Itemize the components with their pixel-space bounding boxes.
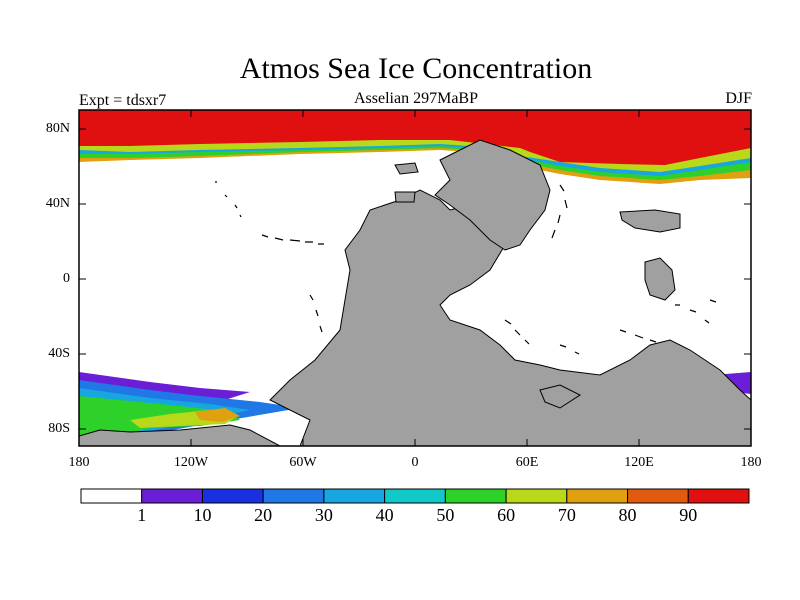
lon-tick-180e: 180 — [740, 455, 762, 470]
pangaea — [269, 189, 751, 446]
colorbar-swatch — [627, 488, 689, 504]
season-label: DJF — [725, 90, 752, 107]
lat-tick-0: 0 — [63, 271, 70, 286]
colorbar-swatch — [80, 488, 143, 504]
south-land — [79, 424, 281, 446]
lon-tick-180w: 180 — [68, 455, 90, 470]
colorbar-swatch — [201, 488, 264, 504]
colorbar-swatch — [141, 488, 203, 504]
colorbar-swatch — [323, 488, 386, 504]
small-island-1 — [394, 162, 419, 175]
lon-tick-120w: 120W — [173, 455, 209, 470]
north-landmass — [434, 139, 551, 251]
lat-tick-80s: 80S — [48, 421, 70, 436]
colorbar-label: 60 — [497, 505, 516, 525]
coast-dots-2 — [261, 234, 324, 245]
lat-tick-40n: 40N — [45, 196, 70, 211]
north-ice-red — [79, 110, 751, 165]
colorbar-swatch — [384, 488, 446, 504]
colorbar-label: 80 — [618, 505, 637, 525]
land — [79, 139, 751, 446]
colorbar-label: 90 — [679, 505, 698, 525]
south-ice-orange — [195, 408, 240, 422]
colorbar-label: 70 — [557, 505, 576, 525]
lat-tick-40s: 40S — [48, 346, 70, 361]
map-field — [79, 110, 751, 446]
coast-dots-7 — [619, 329, 657, 343]
colorbar-label: 50 — [436, 505, 455, 525]
colorbar-swatch — [262, 488, 325, 504]
stage-label: Asselian 297MaBP — [354, 90, 478, 107]
colorbar-label: 40 — [375, 505, 394, 525]
lon-tick-60w: 60W — [289, 455, 317, 470]
colorbar-label: 10 — [193, 505, 212, 525]
colorbar-label: 30 — [314, 505, 333, 525]
coast-dots-5 — [504, 319, 580, 355]
coastlines — [215, 181, 717, 355]
coast-dots-4 — [551, 184, 568, 239]
east-island — [644, 257, 676, 301]
colorbar-swatch — [566, 488, 629, 504]
small-island-2 — [394, 191, 416, 203]
colorbar-label: 1 — [137, 505, 147, 525]
colorbar-swatch — [505, 488, 568, 504]
lon-tick-60e: 60E — [515, 455, 539, 470]
lon-tick-0: 0 — [411, 455, 419, 470]
experiment-label: Expt = tdsxr7 — [79, 92, 167, 109]
east-archipelago — [619, 209, 681, 233]
map-title: Atmos Sea Ice Concentration — [239, 52, 593, 85]
south-peninsula — [539, 384, 582, 409]
coast-dots-6 — [675, 299, 717, 324]
lon-tick-120e: 120E — [624, 455, 654, 470]
colorbar — [80, 488, 750, 504]
coast-dots-1 — [215, 181, 242, 218]
colorbar-swatch — [444, 488, 507, 504]
axis-ticks — [79, 110, 751, 446]
coast-dots-3 — [309, 294, 323, 333]
lat-tick-80n: 80N — [45, 121, 70, 136]
colorbar-swatch — [687, 488, 750, 504]
colorbar-label: 20 — [254, 505, 273, 525]
